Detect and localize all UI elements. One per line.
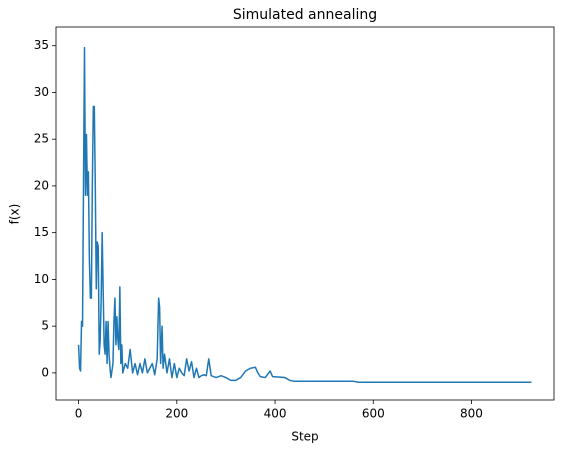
y-axis-label: f(x) [8, 204, 22, 225]
x-tick-label: 600 [362, 407, 385, 421]
x-tick-label: 800 [460, 407, 483, 421]
axes-frame [55, 26, 555, 401]
y-tick-label: 10 [34, 272, 49, 286]
x-tick-label: 400 [264, 407, 287, 421]
y-tick-label: 20 [34, 178, 49, 192]
y-tick-label: 0 [41, 365, 49, 379]
x-tick-label: 200 [165, 407, 188, 421]
y-tick-label: 35 [34, 38, 49, 52]
y-tick-label: 15 [34, 225, 49, 239]
x-tick-label: 0 [75, 407, 83, 421]
y-tick-label: 30 [34, 85, 49, 99]
x-axis-label: Step [291, 430, 318, 444]
chart-title: Simulated annealing [233, 7, 377, 23]
y-tick-label: 25 [34, 132, 49, 146]
y-tick-label: 5 [41, 319, 49, 333]
line-series [77, 46, 532, 383]
